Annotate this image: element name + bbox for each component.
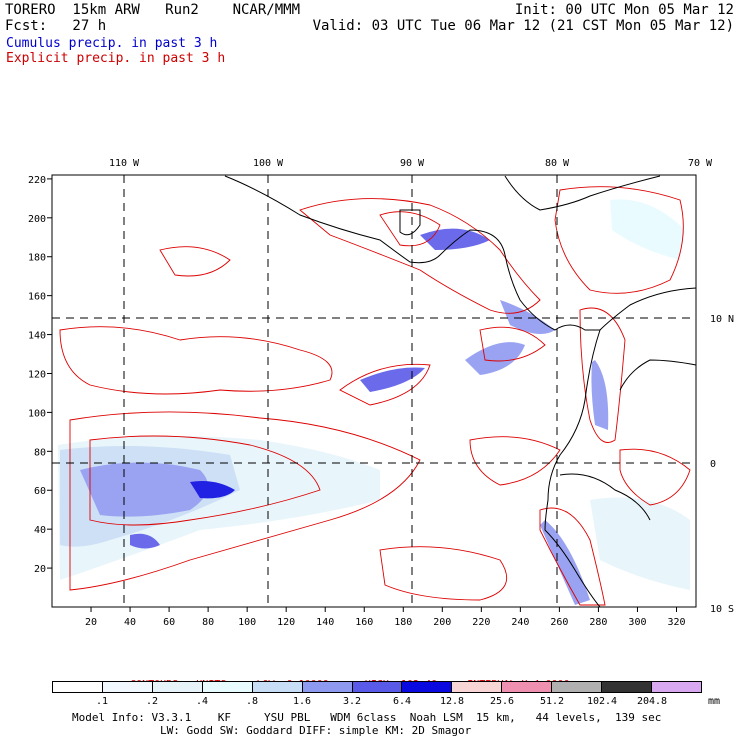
colorbar-label: 102.4 <box>586 696 618 707</box>
lat-label: 0 <box>710 459 716 470</box>
coastline <box>224 175 697 608</box>
colorbar-label: .4 <box>195 696 209 707</box>
colorbar-label: 204.8 <box>636 696 668 707</box>
x-tick-label: 220 <box>472 617 490 628</box>
colorbar-unit: mm <box>708 696 721 707</box>
colorbar-label: 6.4 <box>392 696 412 707</box>
lat-label: 10 S <box>710 604 734 615</box>
cumulus-legend: Cumulus precip. in past 3 h <box>6 36 218 51</box>
x-tick-label: 40 <box>124 617 136 628</box>
x-tick-label: 240 <box>511 617 529 628</box>
y-tick-label: 100 <box>28 408 46 419</box>
colorbar-swatch <box>252 682 303 692</box>
y-tick-label: 120 <box>28 369 46 380</box>
physics-info: LW: Godd SW: Goddard DIFF: simple KM: 2D… <box>160 724 472 737</box>
x-tick-label: 140 <box>316 617 334 628</box>
lon-label: 80 W <box>545 158 570 169</box>
colorbar-swatch <box>352 682 403 692</box>
colorbar-swatch <box>402 682 453 692</box>
cumulus-precip-field <box>58 199 690 605</box>
colorbar-label: 1.6 <box>292 696 312 707</box>
lon-label: 70 W <box>688 158 713 169</box>
colorbar-label: 25.6 <box>489 696 515 707</box>
y-tick-label: 160 <box>28 292 46 303</box>
precip-colorbar <box>52 681 702 693</box>
colorbar-swatch <box>302 682 353 692</box>
lon-label: 110 W <box>109 158 140 169</box>
x-tick-label: 320 <box>667 617 685 628</box>
y-tick-label: 220 <box>28 175 46 186</box>
y-tick-label: 200 <box>28 214 46 225</box>
y-tick-label: 40 <box>34 525 46 536</box>
y-tick-label: 140 <box>28 331 46 342</box>
colorbar-swatch <box>102 682 153 692</box>
y-tick-labels: 20 40 60 80 100 120 140 160 180 200 220 <box>28 175 52 575</box>
x-tick-label: 300 <box>628 617 646 628</box>
colorbar-swatch <box>552 682 603 692</box>
x-tick-label: 120 <box>277 617 295 628</box>
lon-label: 90 W <box>400 158 425 169</box>
lat-label: 10 N <box>710 314 734 325</box>
init-time: Init: 00 UTC Mon 05 Mar 12 <box>514 2 734 18</box>
x-tick-label: 260 <box>550 617 568 628</box>
x-tick-labels: 20 40 60 80 100 120 140 160 180 200 220 240 260 280 30… <box>85 607 686 628</box>
explicit-precip-contours <box>59 186 691 606</box>
colorbar-label: 51.2 <box>539 696 565 707</box>
lon-label: 100 W <box>253 158 284 169</box>
colorbar-label: 12.8 <box>439 696 465 707</box>
y-tick-label: 80 <box>34 447 46 458</box>
valid-time: Valid: 03 UTC Tue 06 Mar 12 (21 CST Mon … <box>312 18 734 34</box>
model-title: TORERO 15km ARW Run2 NCAR/MMM <box>5 2 301 18</box>
x-tick-label: 100 <box>238 617 256 628</box>
colorbar-swatch <box>602 682 653 692</box>
explicit-legend: Explicit precip. in past 3 h <box>6 51 226 66</box>
x-tick-label: 200 <box>433 617 451 628</box>
x-tick-label: 280 <box>589 617 607 628</box>
colorbar-swatch <box>53 682 103 692</box>
colorbar-label: 3.2 <box>342 696 362 707</box>
x-tick-label: 180 <box>394 617 412 628</box>
model-info: Model Info: V3.3.1 KF YSU PBL WDM 6class… <box>72 711 662 724</box>
colorbar-label: .8 <box>245 696 259 707</box>
x-tick-label: 80 <box>202 617 214 628</box>
y-tick-label: 60 <box>34 486 46 497</box>
colorbar-swatch <box>152 682 203 692</box>
y-tick-label: 20 <box>34 564 46 575</box>
colorbar-label: .2 <box>145 696 159 707</box>
colorbar-swatch <box>652 682 701 692</box>
latlon-grid <box>52 175 696 607</box>
colorbar-label: .1 <box>95 696 109 707</box>
colorbar-swatch <box>452 682 503 692</box>
colorbar-swatch <box>502 682 553 692</box>
x-tick-label: 160 <box>355 617 373 628</box>
y-tick-label: 180 <box>28 253 46 264</box>
x-tick-label: 60 <box>163 617 175 628</box>
x-tick-label: 20 <box>85 617 97 628</box>
forecast-hour: Fcst: 27 h <box>5 18 107 34</box>
colorbar-swatch <box>202 682 253 692</box>
